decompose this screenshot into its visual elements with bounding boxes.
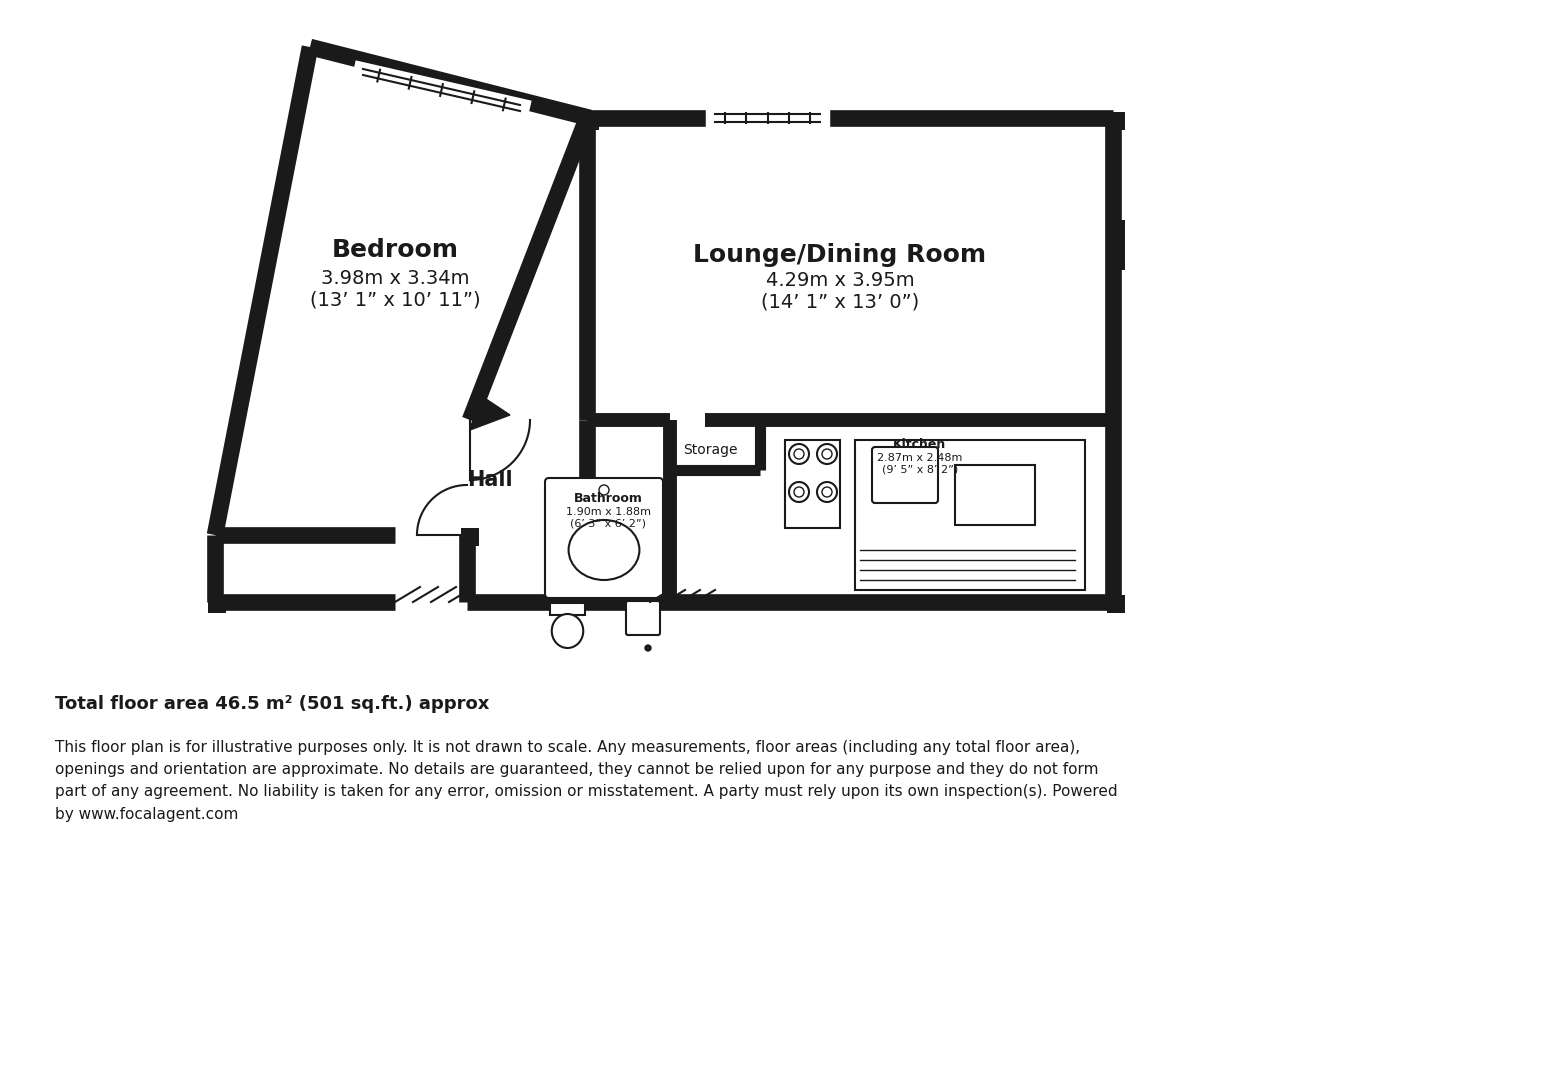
Text: 1.90m x 1.88m: 1.90m x 1.88m	[565, 507, 650, 517]
FancyBboxPatch shape	[625, 600, 659, 635]
Bar	[550, 603, 585, 615]
Circle shape	[821, 487, 832, 497]
Text: Hall: Hall	[468, 470, 513, 490]
FancyBboxPatch shape	[545, 478, 662, 598]
Bar	[462, 528, 479, 546]
Text: Kitchen: Kitchen	[894, 438, 946, 451]
Circle shape	[789, 482, 809, 502]
Bar	[1107, 595, 1126, 613]
Polygon shape	[469, 395, 510, 430]
Text: Storage: Storage	[682, 443, 736, 457]
Circle shape	[599, 485, 608, 495]
Text: Total floor area 46.5 m² (501 sq.ft.) approx: Total floor area 46.5 m² (501 sq.ft.) ap…	[56, 696, 489, 713]
FancyBboxPatch shape	[872, 447, 939, 503]
Bar	[1107, 220, 1126, 270]
Text: (14’ 1” x 13’ 0”): (14’ 1” x 13’ 0”)	[761, 293, 919, 311]
Circle shape	[817, 444, 837, 464]
Ellipse shape	[568, 519, 639, 580]
Text: 2.87m x 2.48m: 2.87m x 2.48m	[877, 453, 963, 463]
Circle shape	[821, 449, 832, 459]
Text: 4.29m x 3.95m: 4.29m x 3.95m	[766, 270, 914, 289]
Text: (13’ 1” x 10’ 11”): (13’ 1” x 10’ 11”)	[310, 291, 480, 310]
Circle shape	[794, 487, 804, 497]
Text: Bedroom: Bedroom	[332, 238, 459, 262]
Circle shape	[817, 482, 837, 502]
Bar	[855, 440, 1085, 590]
Text: Bathroom: Bathroom	[573, 491, 642, 504]
Text: Lounge/Dining Room: Lounge/Dining Room	[693, 243, 987, 267]
Text: This floor plan is for illustrative purposes only. It is not drawn to scale. Any: This floor plan is for illustrative purp…	[56, 740, 1118, 822]
Circle shape	[794, 449, 804, 459]
Bar	[784, 440, 840, 528]
Text: 3.98m x 3.34m: 3.98m x 3.34m	[321, 269, 469, 287]
Circle shape	[789, 444, 809, 464]
Bar	[581, 112, 599, 130]
Text: (9’ 5” x 8’ 2”): (9’ 5” x 8’ 2”)	[882, 464, 959, 474]
Ellipse shape	[551, 615, 584, 648]
Text: (6’ 3” x 6’ 2”): (6’ 3” x 6’ 2”)	[570, 518, 645, 528]
Circle shape	[645, 645, 652, 651]
Bar	[956, 465, 1034, 525]
Bar	[1107, 112, 1126, 130]
Bar	[208, 595, 225, 613]
